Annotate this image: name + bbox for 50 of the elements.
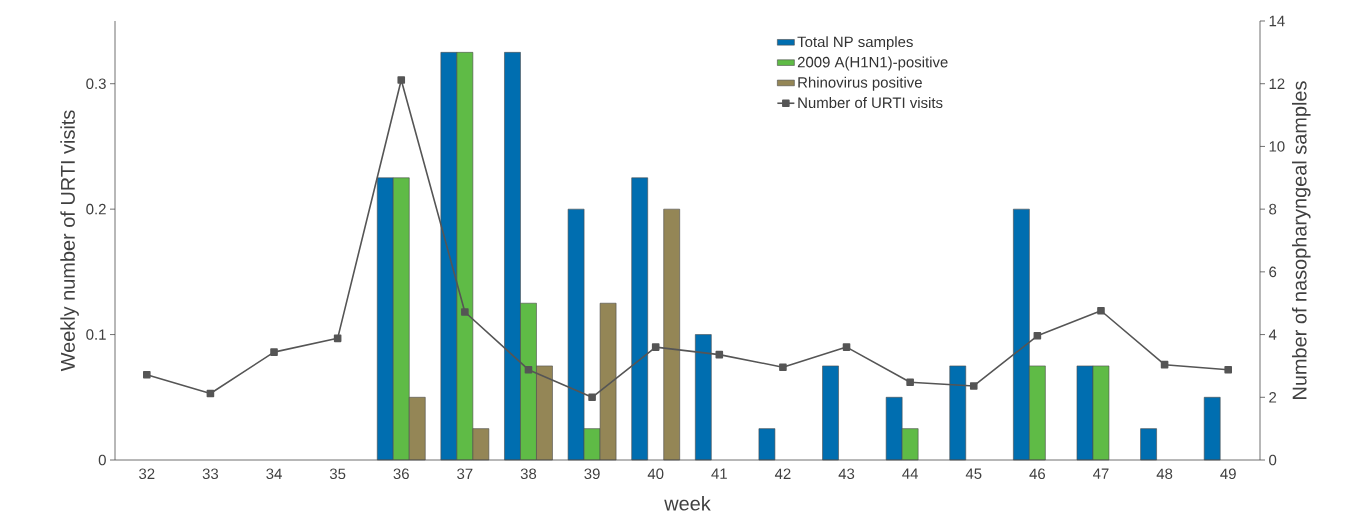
y2-tick-label: 4 — [1268, 329, 1277, 340]
point — [270, 348, 278, 356]
point — [588, 393, 596, 402]
point — [1033, 332, 1042, 340]
x-tick-label: 41 — [711, 468, 727, 479]
x-tick-label: 48 — [1156, 468, 1173, 480]
y2-tick-label: 0 — [1269, 454, 1277, 466]
x-tick-label: 33 — [202, 468, 219, 480]
x-tick-label: 36 — [393, 468, 409, 480]
legend-label: Rhinovirus positive — [798, 76, 922, 91]
y-tick-label: 0.2 — [86, 203, 106, 215]
point — [397, 76, 406, 84]
y-axis-title: Weekly number of URTI visits — [60, 110, 79, 372]
x-tick-label: 47 — [1093, 468, 1109, 479]
x-tick-label: 34 — [266, 468, 282, 480]
x-tick-label: 45 — [965, 468, 982, 479]
point — [461, 308, 469, 316]
x-tick-label: 42 — [774, 468, 791, 479]
x-axis-title: week — [664, 495, 711, 511]
x-tick-label: 49 — [1220, 468, 1236, 480]
x-tick-label: 39 — [584, 468, 600, 480]
x-tick-label: 37 — [457, 468, 473, 480]
y-tick-label: 0.1 — [86, 329, 106, 340]
y-tick-label: 0.3 — [86, 78, 106, 89]
point — [1224, 365, 1232, 374]
point — [842, 343, 851, 351]
x-tick-label: 38 — [520, 468, 537, 480]
y-tick-label: 0 — [98, 454, 106, 466]
x-tick-label: 46 — [1029, 468, 1046, 480]
y2-tick-label: 8 — [1269, 203, 1277, 215]
x-tick-label: 44 — [902, 468, 919, 479]
point — [143, 370, 151, 379]
x-tick-label: 35 — [329, 468, 346, 480]
x-tick-label: 32 — [139, 468, 155, 480]
x-tick-label: 43 — [838, 468, 855, 480]
legend-label: Number of URTI visits — [798, 97, 943, 109]
y2-tick-label: 2 — [1269, 392, 1277, 403]
point — [906, 378, 914, 387]
legend-label: Total NP samples — [797, 36, 913, 51]
y2-tick-label: 6 — [1269, 266, 1277, 278]
y2-tick-label: 14 — [1269, 15, 1285, 27]
x-tick-label: 40 — [647, 468, 664, 480]
y2-tick-label: 12 — [1269, 78, 1285, 89]
point — [651, 343, 660, 351]
y2-tick-label: 10 — [1269, 141, 1285, 152]
point — [969, 382, 978, 390]
point — [1097, 306, 1105, 315]
point — [779, 363, 787, 371]
y2-axis-title: Number of nasopharyngeal samples — [1291, 81, 1311, 399]
legend-label: 2009 A(H1N1)-positive — [797, 56, 948, 71]
